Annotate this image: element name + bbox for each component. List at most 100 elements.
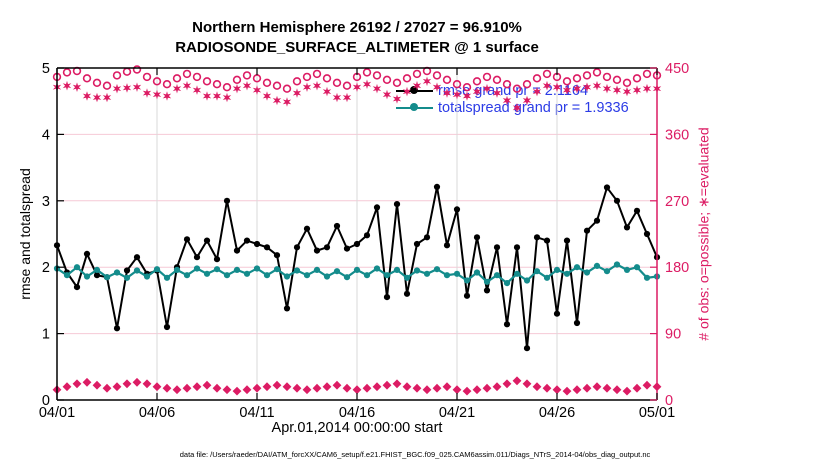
rmse-point — [143, 270, 151, 277]
possible-obs-circle-marker — [252, 74, 262, 83]
legend: rmse grand pr = 2.1164 totalspread grand… — [396, 82, 629, 116]
rejected-obs-diamond-marker — [132, 377, 142, 387]
rejected-obs-diamond-marker — [322, 382, 332, 392]
rmse-point — [343, 245, 351, 252]
rejected-obs-diamond-marker — [562, 386, 572, 396]
possible-obs-circle-marker — [322, 74, 332, 83]
x-tick-label: 04/26 — [539, 405, 575, 421]
rejected-obs-diamond-marker — [162, 383, 172, 393]
rmse-point — [443, 242, 451, 249]
totalspread-point — [633, 264, 641, 271]
totalspread-point — [263, 272, 271, 279]
chart-title-line1: Northern Hemisphere 26192 / 27027 = 96.9… — [192, 19, 522, 36]
rmse-point — [613, 197, 621, 204]
evaluated-obs-star-marker — [652, 83, 662, 94]
evaluated-obs-star-marker — [302, 82, 312, 92]
left-y-tick-label: 3 — [42, 194, 50, 210]
evaluated-obs-star-marker — [372, 83, 382, 94]
totalspread-point — [353, 266, 361, 273]
rejected-obs-diamond-marker — [542, 383, 552, 393]
rmse-point — [203, 237, 211, 244]
rejected-obs-diamond-marker — [232, 386, 242, 396]
rejected-obs-diamond-marker — [52, 385, 62, 395]
rmse-point — [473, 234, 481, 241]
data-file-caption: data file: /Users/raeder/DAI/ATM_forcXX/… — [179, 450, 651, 459]
totalspread-point — [343, 274, 351, 281]
x-tick-label: 04/16 — [339, 405, 375, 421]
totalspread-point — [523, 277, 531, 284]
rmse-point — [553, 310, 561, 317]
evaluated-obs-star-marker — [222, 92, 232, 103]
rejected-obs-diamond-marker — [282, 382, 292, 392]
rejected-obs-diamond-marker — [192, 382, 202, 392]
rmse-point — [643, 230, 651, 238]
rmse-point — [593, 217, 601, 224]
left-y-tick-label: 5 — [42, 61, 50, 77]
rejected-obs-diamond-marker — [142, 379, 152, 389]
possible-obs-circle-marker — [62, 68, 72, 77]
rejected-obs-diamond-marker — [392, 379, 402, 389]
rejected-obs-diamond-marker — [552, 385, 562, 395]
rejected-obs-diamond-marker — [302, 385, 312, 395]
totalspread-point — [103, 274, 111, 281]
possible-obs-circle-marker — [342, 81, 352, 90]
totalspread-point — [123, 274, 131, 281]
rejected-obs-diamond-marker — [382, 380, 392, 390]
rejected-obs-diamond-marker — [442, 382, 452, 392]
evaluated-obs-star-marker — [102, 92, 112, 103]
x-tick-label: 04/01 — [39, 405, 75, 421]
rejected-obs-diamond-marker — [312, 383, 322, 393]
totalspread-point — [233, 266, 241, 273]
possible-obs-circle-marker — [222, 82, 232, 92]
rmse-point — [193, 254, 201, 261]
rejected-obs-diamond-marker — [622, 386, 632, 396]
rejected-obs-diamond-marker — [222, 385, 232, 395]
possible-obs-circle-marker — [642, 69, 652, 79]
rejected-obs-diamond-marker — [212, 383, 222, 393]
totalspread-point — [443, 272, 451, 279]
rmse-point — [53, 242, 61, 249]
totalspread-point — [273, 266, 281, 273]
rejected-obs-diamond-marker — [632, 383, 642, 393]
possible-obs-circle-marker — [282, 84, 292, 93]
totalspread-point — [613, 261, 621, 268]
possible-obs-circle-marker — [572, 74, 582, 83]
rmse-point — [333, 222, 341, 230]
rejected-obs-diamond-marker — [252, 383, 262, 393]
rmse-dot-sample-icon — [410, 86, 418, 94]
evaluated-obs-star-marker — [642, 83, 652, 94]
x-tick-label: 04/11 — [239, 405, 274, 421]
totalspread-point — [413, 267, 421, 274]
possible-obs-circle-marker — [92, 78, 102, 88]
totalspread-point — [363, 272, 371, 279]
rmse-point — [83, 250, 91, 257]
rejected-obs-diamond-marker — [612, 385, 622, 395]
rejected-obs-diamond-marker — [122, 379, 132, 389]
rejected-obs-diamond-marker — [262, 382, 272, 392]
rmse-point — [303, 225, 311, 232]
legend-row-rmse: rmse grand pr = 2.1164 — [396, 82, 629, 99]
evaluated-obs-star-marker — [312, 80, 322, 91]
rejected-obs-diamond-marker — [462, 386, 472, 396]
rmse-point — [123, 267, 131, 274]
rmse-point — [503, 321, 511, 328]
rejected-obs-diamond-marker — [582, 383, 592, 393]
rejected-obs-diamond-marker — [62, 382, 72, 392]
totalspread-point — [503, 280, 511, 287]
evaluated-obs-star-marker — [352, 82, 362, 92]
rmse-point — [453, 206, 461, 213]
rmse-point — [633, 207, 641, 214]
evaluated-obs-star-marker — [172, 83, 182, 94]
x-tick-label: 05/01 — [639, 405, 675, 421]
rejected-obs-diamond-marker — [362, 383, 372, 393]
evaluated-obs-star-marker — [332, 92, 342, 103]
totalspread-point — [153, 266, 161, 273]
evaluated-obs-star-marker — [202, 91, 212, 101]
possible-obs-circle-marker — [72, 66, 82, 76]
right-y-tick-label: 270 — [665, 194, 689, 210]
x-axis-label: Apr.01,2014 00:00:00 start — [271, 420, 443, 436]
legend-rmse-label: rmse grand pr = 2.1164 — [438, 82, 589, 99]
evaluated-obs-star-marker — [162, 91, 172, 101]
possible-obs-circle-marker — [132, 65, 142, 74]
totalspread-point — [513, 270, 521, 277]
